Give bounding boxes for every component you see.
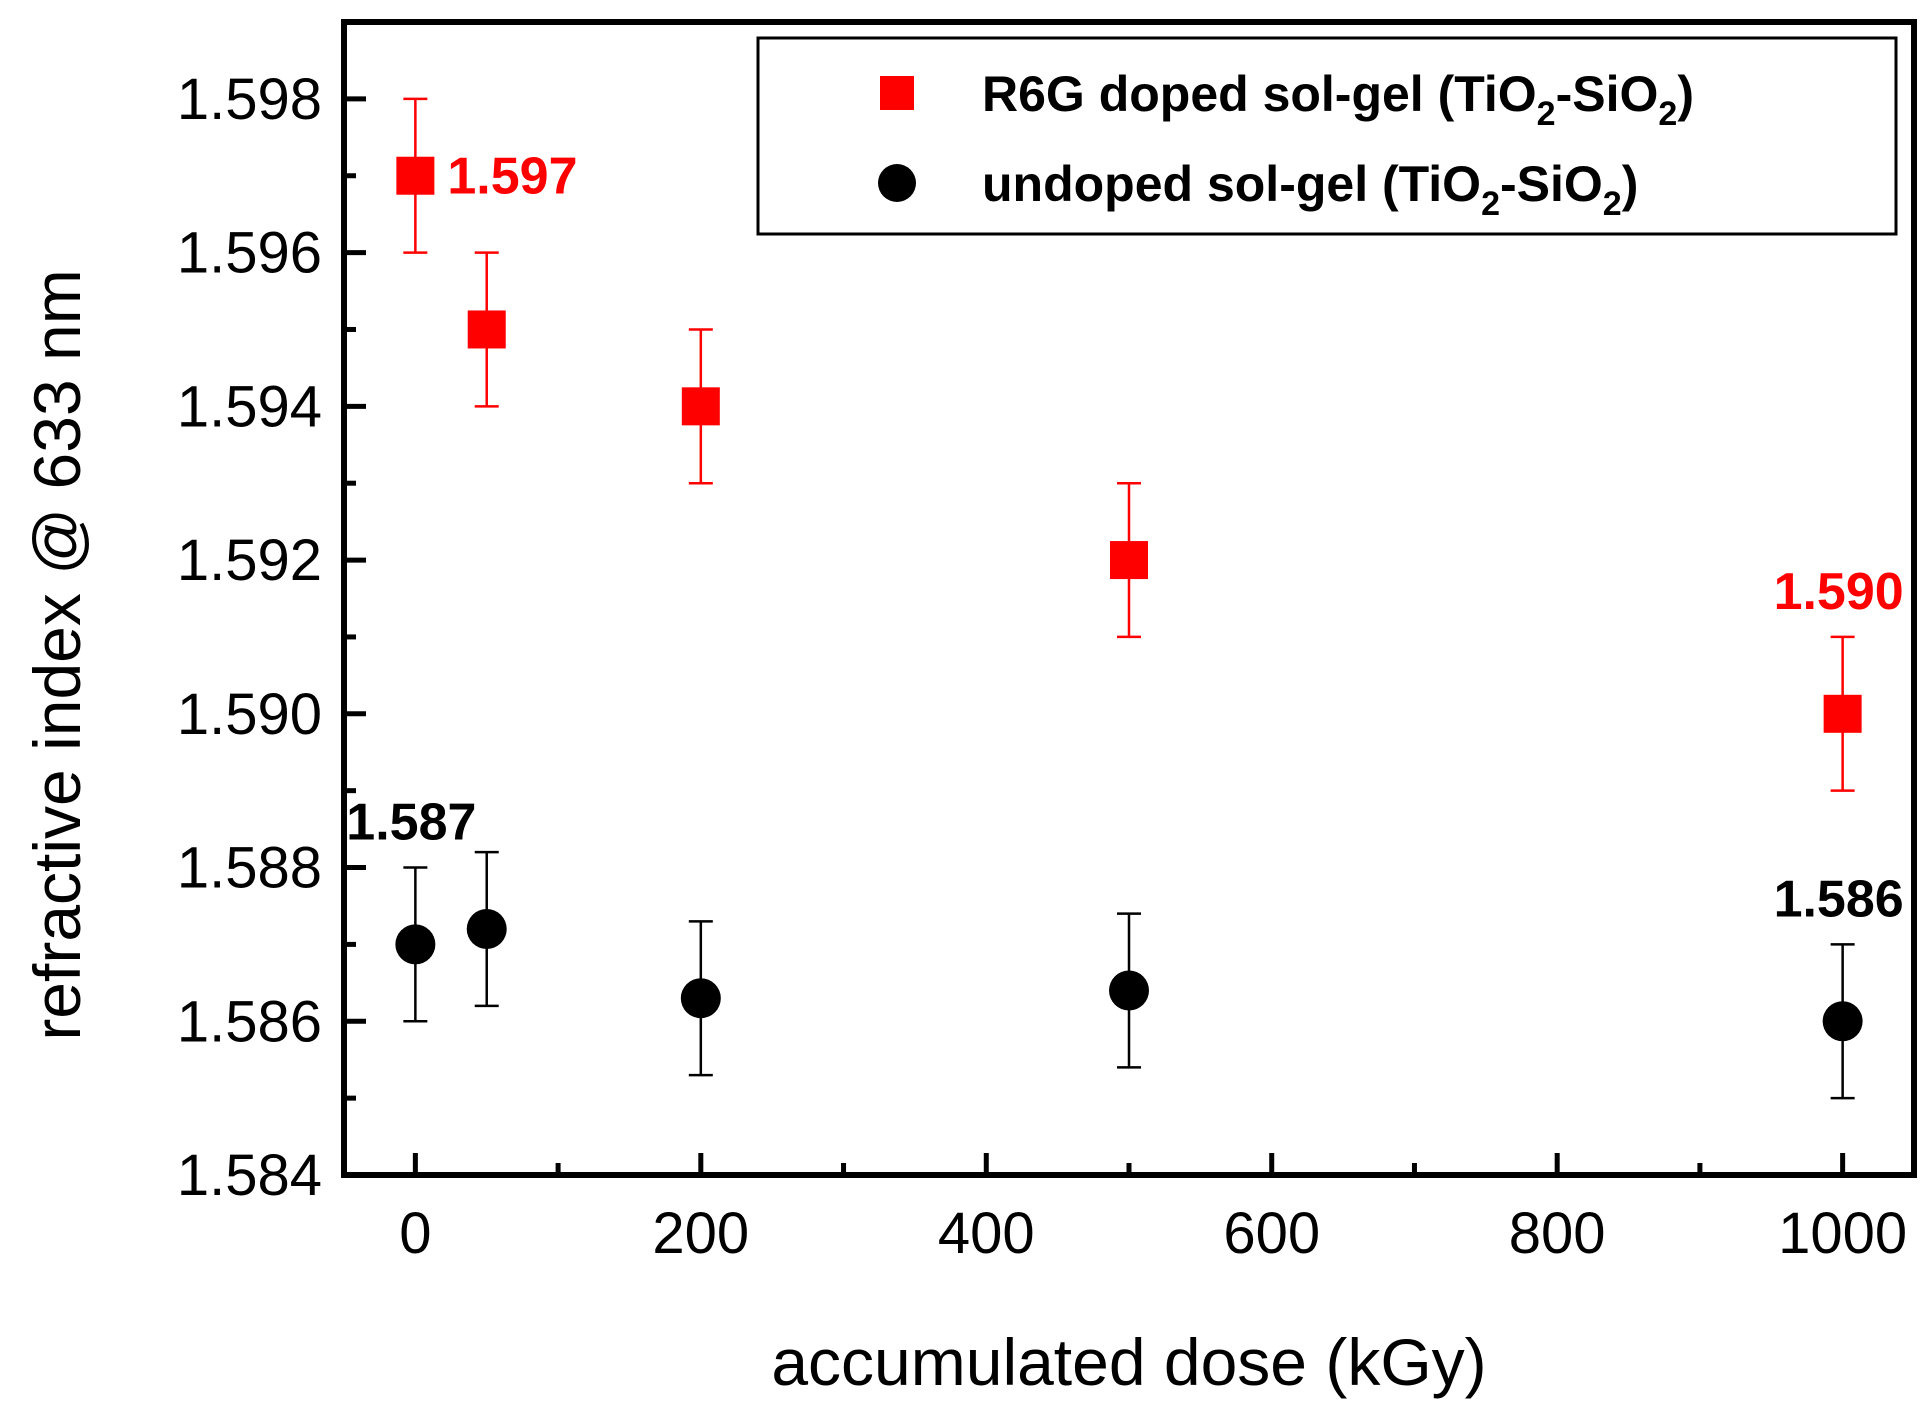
legend-label-undoped: undoped sol-gel (TiO2-SiO2) xyxy=(982,156,1638,223)
data-point-square xyxy=(1110,541,1148,580)
data-label: 1.586 xyxy=(1774,870,1904,928)
data-point-square xyxy=(396,156,435,195)
legend: R6G doped sol-gel (TiO2-SiO2) undoped so… xyxy=(756,36,1898,236)
x-tick-label: 200 xyxy=(652,1201,749,1266)
x-tick-label: 400 xyxy=(938,1201,1035,1266)
data-point-circle xyxy=(466,909,507,950)
data-point-circle xyxy=(680,978,721,1019)
y-tick-label: 1.592 xyxy=(177,528,322,593)
x-axis-title: accumulated dose (kGy) xyxy=(771,1325,1486,1399)
legend-marker-circle xyxy=(878,164,916,202)
ticks-layer: 0 200 400 600 800 10001.5841.5861.5881.5901.5… xyxy=(177,67,1907,1266)
y-tick-label: 1.594 xyxy=(177,374,322,439)
plot-frame xyxy=(341,19,1917,1178)
x-tick-label: 1000 xyxy=(1778,1201,1907,1266)
data-point-circle xyxy=(395,924,436,965)
y-tick-label: 1.596 xyxy=(177,221,322,286)
data-label: 1.590 xyxy=(1774,563,1904,621)
data-label: 1.587 xyxy=(346,794,476,852)
legend-box xyxy=(756,36,1898,236)
y-tick-label: 1.590 xyxy=(177,682,322,747)
y-tick-label: 1.584 xyxy=(177,1143,322,1208)
legend-label-doped: R6G doped sol-gel (TiO2-SiO2) xyxy=(982,66,1694,133)
x-tick-label: 0 xyxy=(399,1201,431,1266)
y-tick-label: 1.586 xyxy=(177,989,322,1054)
data-label: 1.597 xyxy=(447,148,577,206)
y-axis-title: refractive index @ 633 nm xyxy=(20,269,94,1040)
legend-marker-square xyxy=(880,76,914,110)
y-tick-label: 1.588 xyxy=(177,836,322,901)
data-marks-layer xyxy=(395,97,1863,1100)
annotations-layer: 1.597 1.590 1.587 1.586 xyxy=(346,148,1903,929)
data-point-square xyxy=(467,310,506,349)
x-tick-label: 800 xyxy=(1509,1201,1606,1266)
data-point-square xyxy=(1823,694,1862,733)
y-tick-label: 1.598 xyxy=(177,67,322,132)
data-point-square xyxy=(681,387,720,426)
x-tick-label: 600 xyxy=(1223,1201,1320,1266)
data-point-circle xyxy=(1822,1001,1863,1042)
data-point-circle xyxy=(1109,970,1149,1011)
